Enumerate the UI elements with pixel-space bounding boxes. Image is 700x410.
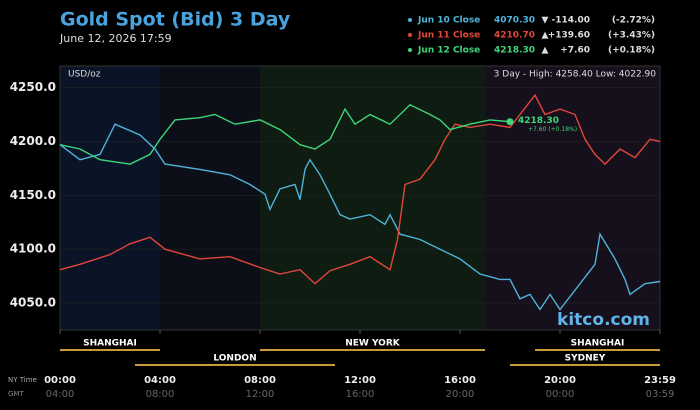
x2-tick-label: 08:00 (146, 389, 175, 400)
watermark: kitco.com (557, 310, 650, 330)
x-tick-label: 00:00 (44, 375, 76, 386)
session-label: SHANGHAI (571, 339, 625, 349)
x-tick-label: 23:59 (644, 375, 676, 386)
session-shade (160, 66, 260, 330)
x-tick-label: 08:00 (244, 375, 276, 386)
session-label: SHANGHAI (83, 339, 137, 349)
legend-change: +139.60 (548, 31, 590, 41)
subtitle: June 12, 2026 17:59 (59, 32, 172, 45)
range-label: 3 Day - High: 4258.40 Low: 4022.90 (494, 70, 657, 80)
session-shade (485, 66, 660, 330)
legend-close: 4218.30 (494, 46, 535, 56)
y-tick-label: 4150.0 (10, 188, 56, 202)
x2-tick-label: 04:00 (46, 389, 75, 400)
session-label: SYDNEY (565, 354, 606, 364)
x-tick-label: 12:00 (344, 375, 376, 386)
legend-arrow: ▼ (542, 16, 549, 26)
unit-label: USD/oz (68, 70, 101, 80)
y-tick-label: 4250.0 (10, 80, 56, 94)
session-label: LONDON (213, 354, 256, 364)
x2-tick-label: 20:00 (446, 389, 475, 400)
x2-tick-label: 12:00 (246, 389, 275, 400)
legend-pct: (+0.18%) (608, 46, 655, 56)
x2-tick-label: 00:00 (546, 389, 575, 400)
legend-pct: (+3.43%) (608, 31, 655, 41)
x2-tick-label: 16:00 (346, 389, 375, 400)
x2-tick-label: 03:59 (646, 389, 675, 400)
legend-marker (408, 48, 412, 52)
last-point (506, 118, 514, 126)
x2-row-label: GMT (8, 390, 24, 398)
annotation-value: 4218.30 (518, 116, 559, 126)
x-tick-label: 20:00 (544, 375, 576, 386)
session-shade (60, 66, 160, 330)
legend-pct: (-2.72%) (612, 16, 655, 26)
legend-marker (408, 18, 412, 22)
legend-name: Jun 12 Close (417, 46, 480, 56)
legend-arrow: ▲ (542, 46, 549, 56)
legend-arrow: ▲ (542, 31, 549, 41)
chart-title: Gold Spot (Bid) 3 Day (60, 9, 291, 31)
legend-marker (408, 33, 412, 37)
annotation-change: +7.60 (+0.18%) (528, 126, 577, 133)
session-shade (260, 66, 485, 330)
series-line (59, 93, 661, 285)
y-tick-label: 4200.0 (10, 134, 56, 148)
y-tick-label: 4100.0 (10, 242, 56, 256)
y-tick-label: 4050.0 (10, 296, 56, 310)
legend-name: Jun 10 Close (417, 16, 480, 26)
x-tick-label: 04:00 (144, 375, 176, 386)
x-row-label: NY Time (8, 376, 37, 384)
x-tick-label: 16:00 (444, 375, 476, 386)
legend-close: 4070.30 (494, 16, 535, 26)
series-line (59, 103, 511, 165)
series-line (59, 123, 661, 311)
legend-close: 4210.70 (494, 31, 535, 41)
legend-change: +7.60 (560, 46, 590, 56)
session-label: NEW YORK (345, 339, 401, 349)
legend-name: Jun 11 Close (417, 31, 480, 41)
legend-change: -114.00 (552, 16, 590, 26)
